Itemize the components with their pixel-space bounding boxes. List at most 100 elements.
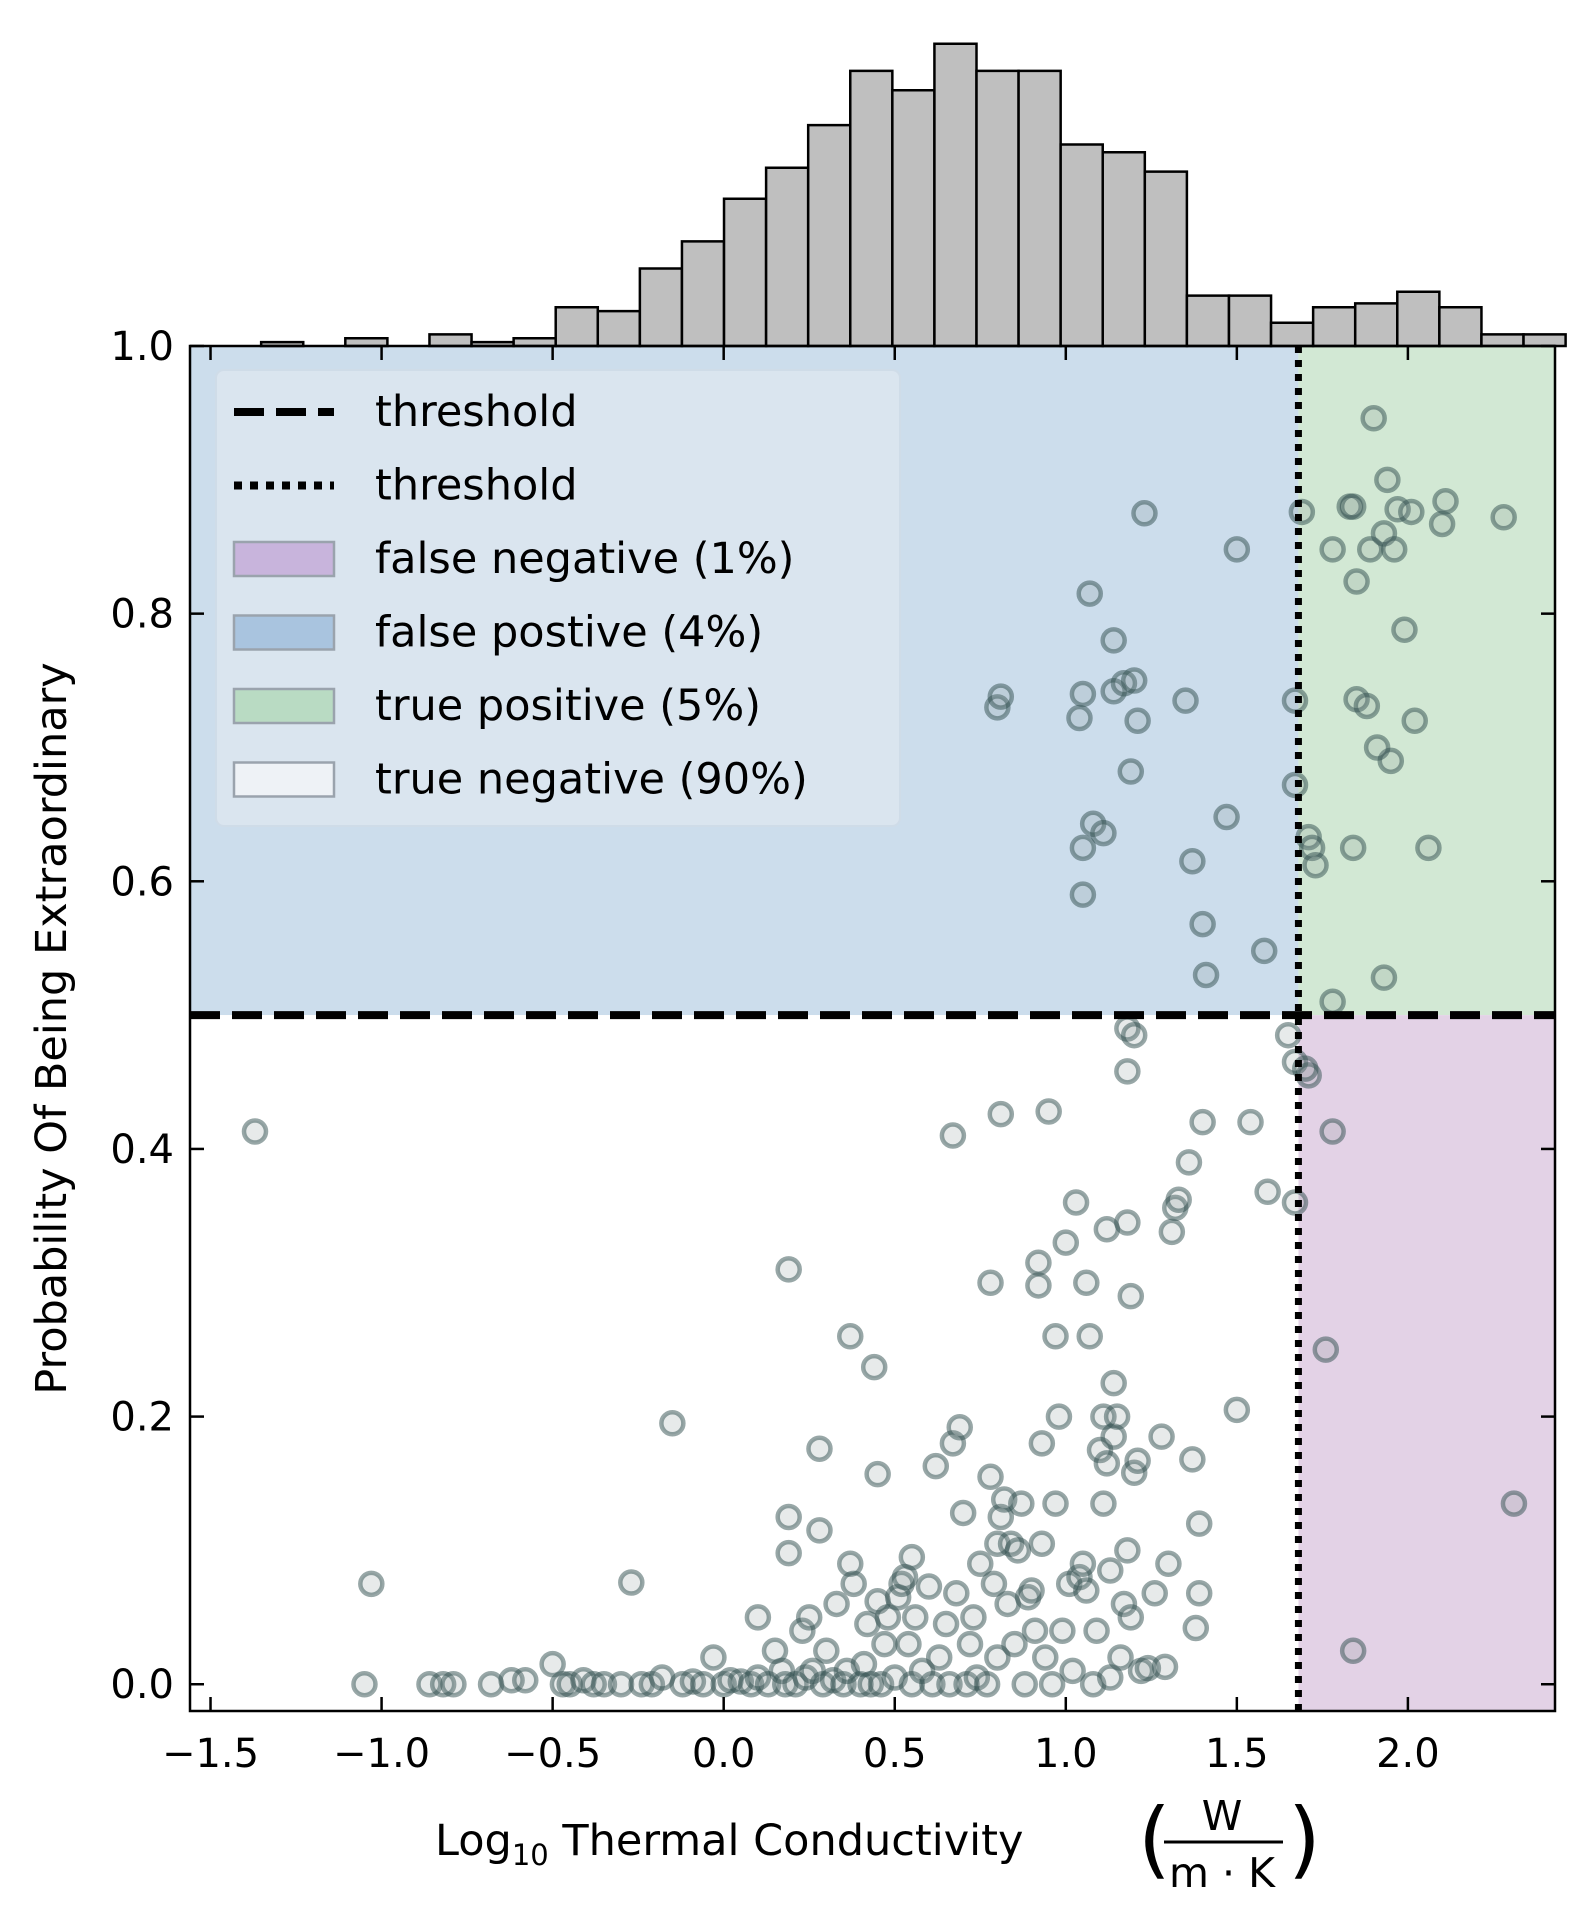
threshold-lines xyxy=(190,346,1555,1711)
data-point xyxy=(1042,1323,1069,1350)
data-point xyxy=(1185,1510,1213,1537)
histogram-bar xyxy=(975,69,1020,348)
x-axis-unit-paren-left: ( xyxy=(1138,1790,1171,1888)
data-point xyxy=(1179,1446,1206,1473)
x-tick-label: 0.0 xyxy=(692,1731,756,1777)
data-point xyxy=(1319,1118,1346,1145)
x-axis-unit-denominator: m · K xyxy=(1169,1849,1276,1897)
data-point xyxy=(864,1460,891,1488)
data-point xyxy=(1090,819,1117,847)
data-point xyxy=(1254,1178,1281,1206)
data-point xyxy=(898,1543,926,1571)
legend-box xyxy=(215,369,901,827)
data-point xyxy=(1500,1490,1528,1517)
data-point xyxy=(1025,1249,1052,1276)
data-point xyxy=(874,1604,902,1631)
legend-label: true positive (5%) xyxy=(375,681,761,731)
data-point xyxy=(1158,1218,1186,1246)
data-point xyxy=(1237,1108,1264,1136)
histogram-bar xyxy=(1311,306,1357,348)
histogram-bar xyxy=(680,240,726,348)
data-point xyxy=(987,1100,1015,1128)
data-point xyxy=(806,1517,833,1544)
false-negative-region xyxy=(1298,1015,1555,1711)
data-point xyxy=(1117,1604,1145,1631)
data-point xyxy=(539,1650,566,1678)
data-point xyxy=(977,1463,1004,1491)
legend-label: threshold xyxy=(375,461,578,511)
data-point xyxy=(967,1550,994,1578)
data-point xyxy=(1073,1577,1100,1604)
histogram-bar xyxy=(764,166,810,348)
data-point xyxy=(946,1414,973,1441)
x-axis-label-rest: Thermal Conductivity xyxy=(549,1816,1024,1866)
data-point xyxy=(860,1353,888,1381)
data-point xyxy=(1025,1272,1052,1299)
data-point xyxy=(358,1570,385,1598)
y-axis-label: Probability Of Being Extraordinary xyxy=(27,662,77,1394)
histogram-bar xyxy=(1353,302,1399,348)
data-point xyxy=(512,1666,539,1694)
x-axis-unit-numerator: W xyxy=(1202,1792,1243,1840)
histogram-bar xyxy=(554,306,600,348)
data-point xyxy=(1076,580,1103,607)
x-tick-label: 1.5 xyxy=(1205,1731,1269,1777)
histogram-bar xyxy=(933,42,978,348)
data-point xyxy=(813,1637,840,1665)
data-point xyxy=(1110,1590,1138,1618)
data-point xyxy=(1011,1670,1038,1698)
histogram-bar xyxy=(1017,69,1062,348)
data-point xyxy=(659,1410,686,1437)
histogram-bar xyxy=(638,267,684,348)
data-point xyxy=(1069,680,1097,708)
histogram-bar xyxy=(1185,294,1231,348)
data-point xyxy=(1117,758,1145,785)
data-point xyxy=(744,1604,772,1631)
data-point xyxy=(1124,707,1151,734)
data-point xyxy=(1250,937,1278,965)
data-point xyxy=(1415,834,1442,862)
histogram-bar xyxy=(849,69,894,348)
x-axis-label: Log10 Thermal Conductivity xyxy=(435,1816,1023,1872)
data-point xyxy=(939,1122,967,1149)
true-positive-region xyxy=(1298,346,1555,1016)
data-point xyxy=(1185,1579,1213,1607)
y-tick-label: 0.0 xyxy=(110,1662,174,1708)
legend-label: false postive (4%) xyxy=(375,608,763,658)
histogram-bar xyxy=(596,309,642,348)
data-point xyxy=(1008,1490,1035,1517)
legend-label: true negative (90%) xyxy=(375,755,808,805)
histogram-bar xyxy=(1396,290,1441,348)
data-point xyxy=(932,1610,960,1638)
data-point xyxy=(1179,847,1206,875)
data-point xyxy=(1103,1403,1131,1430)
data-point xyxy=(1097,1664,1124,1691)
data-point xyxy=(960,1604,987,1631)
data-point xyxy=(902,1604,929,1631)
histogram-bar xyxy=(1059,143,1104,348)
data-point xyxy=(1018,1577,1045,1604)
data-point xyxy=(618,1569,645,1596)
legend-swatch xyxy=(232,761,336,798)
data-point xyxy=(977,1269,1004,1297)
data-point xyxy=(1432,487,1459,515)
data-point xyxy=(1141,1579,1168,1607)
data-point xyxy=(1062,1189,1090,1216)
legend: threshold threshold false negative (1%) fal… xyxy=(215,369,901,827)
data-point xyxy=(1189,1108,1216,1136)
data-point xyxy=(1339,834,1367,862)
data-point xyxy=(477,1670,505,1698)
histogram-bar xyxy=(1480,333,1525,348)
data-point xyxy=(1076,1323,1103,1350)
data-point xyxy=(1319,988,1346,1015)
data-point xyxy=(980,1570,1008,1598)
data-point xyxy=(823,1590,850,1618)
data-point xyxy=(1049,1617,1076,1644)
plot-frame xyxy=(188,344,1557,1713)
x-tick-label: −1.0 xyxy=(333,1731,430,1777)
data-point xyxy=(1165,1186,1192,1214)
x-tick-label: 2.0 xyxy=(1376,1731,1440,1777)
data-point xyxy=(1353,692,1381,720)
legend-label: false negative (1%) xyxy=(375,534,794,584)
